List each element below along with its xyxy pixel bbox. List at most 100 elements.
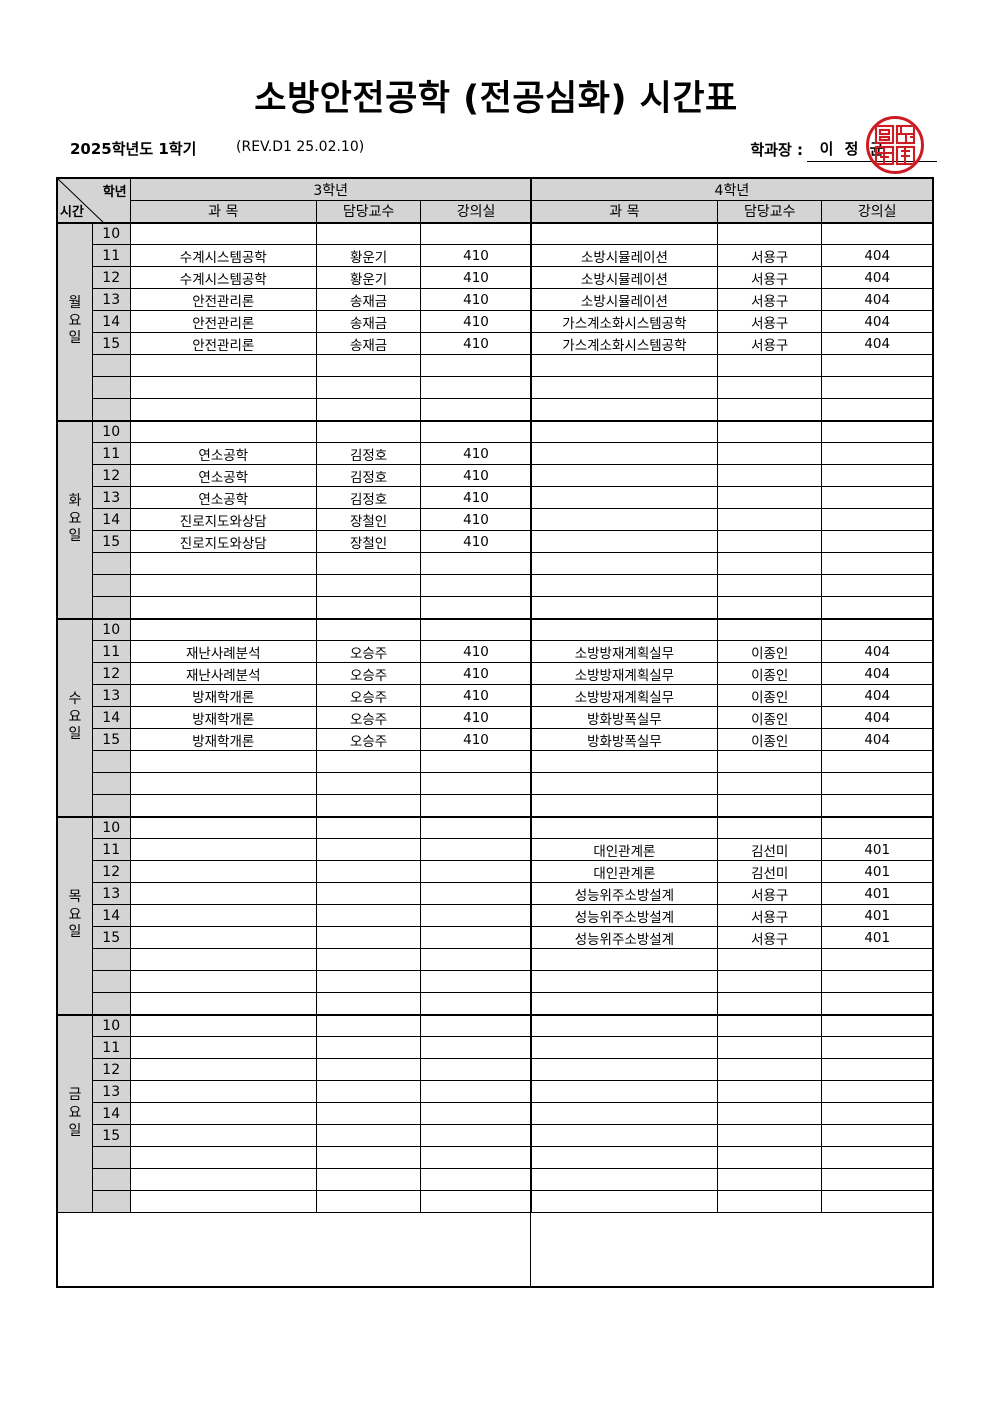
grade3-subject-cell[interactable]: [129, 398, 317, 421]
grade4-room-cell[interactable]: [821, 617, 933, 641]
grade3-subject-cell[interactable]: [129, 221, 317, 245]
grade3-room-cell[interactable]: 410: [420, 530, 532, 553]
grade3-professor-cell[interactable]: [315, 419, 422, 443]
grade4-professor-cell[interactable]: [717, 376, 823, 399]
grade3-professor-cell[interactable]: [315, 948, 422, 971]
grade4-subject-cell[interactable]: 방화방폭실무: [530, 728, 719, 751]
grade3-subject-cell[interactable]: 방재학개론: [129, 684, 317, 707]
grade4-subject-cell[interactable]: [530, 617, 719, 641]
grade4-room-cell[interactable]: [821, 552, 933, 575]
grade4-professor-cell[interactable]: 서용구: [717, 904, 823, 927]
grade3-subject-cell[interactable]: 수계시스템공학: [129, 244, 317, 267]
grade4-room-cell[interactable]: [821, 1102, 933, 1125]
grade4-professor-cell[interactable]: [717, 221, 823, 245]
grade4-subject-cell[interactable]: 가스계소화시스템공학: [530, 332, 719, 355]
grade4-professor-cell[interactable]: [717, 508, 823, 531]
grade4-subject-cell[interactable]: [530, 794, 719, 817]
grade3-subject-cell[interactable]: [129, 1190, 317, 1213]
grade3-room-cell[interactable]: 410: [420, 728, 532, 751]
grade4-subject-cell[interactable]: [530, 1036, 719, 1059]
grade3-professor-cell[interactable]: [315, 574, 422, 597]
grade4-professor-cell[interactable]: 김선미: [717, 860, 823, 883]
grade3-room-cell[interactable]: [420, 860, 532, 883]
grade3-professor-cell[interactable]: [315, 376, 422, 399]
grade3-room-cell[interactable]: 410: [420, 464, 532, 487]
grade3-room-cell[interactable]: [420, 926, 532, 949]
grade3-room-cell[interactable]: [420, 1080, 532, 1103]
grade4-subject-cell[interactable]: 가스계소화시스템공학: [530, 310, 719, 333]
grade4-subject-cell[interactable]: 성능위주소방설계: [530, 882, 719, 905]
grade4-room-cell[interactable]: 404: [821, 244, 933, 267]
grade4-professor-cell[interactable]: [717, 970, 823, 993]
grade3-professor-cell[interactable]: 황운기: [315, 266, 422, 289]
grade4-subject-cell[interactable]: [530, 442, 719, 465]
grade3-subject-cell[interactable]: [129, 1102, 317, 1125]
grade4-room-cell[interactable]: [821, 442, 933, 465]
grade3-subject-cell[interactable]: [129, 376, 317, 399]
grade4-subject-cell[interactable]: 소방시뮬레이션: [530, 288, 719, 311]
grade4-professor-cell[interactable]: 이종인: [717, 728, 823, 751]
grade3-professor-cell[interactable]: 김정호: [315, 486, 422, 509]
grade4-professor-cell[interactable]: [717, 419, 823, 443]
grade4-room-cell[interactable]: [821, 574, 933, 597]
grade4-room-cell[interactable]: 401: [821, 860, 933, 883]
grade3-subject-cell[interactable]: [129, 926, 317, 949]
grade3-professor-cell[interactable]: 오승주: [315, 662, 422, 685]
grade3-subject-cell[interactable]: [129, 617, 317, 641]
grade4-professor-cell[interactable]: [717, 1013, 823, 1037]
grade3-room-cell[interactable]: [420, 354, 532, 377]
grade3-room-cell[interactable]: 410: [420, 288, 532, 311]
grade3-room-cell[interactable]: [420, 970, 532, 993]
grade3-room-cell[interactable]: 410: [420, 310, 532, 333]
grade3-subject-cell[interactable]: 연소공학: [129, 464, 317, 487]
grade3-professor-cell[interactable]: [315, 926, 422, 949]
grade3-subject-cell[interactable]: 방재학개론: [129, 728, 317, 751]
grade4-subject-cell[interactable]: [530, 1168, 719, 1191]
grade3-room-cell[interactable]: [420, 1102, 532, 1125]
grade4-room-cell[interactable]: [821, 1146, 933, 1169]
grade3-subject-cell[interactable]: 연소공학: [129, 486, 317, 509]
grade3-subject-cell[interactable]: 수계시스템공학: [129, 266, 317, 289]
grade4-subject-cell[interactable]: [530, 419, 719, 443]
grade3-professor-cell[interactable]: 김정호: [315, 442, 422, 465]
grade4-professor-cell[interactable]: [717, 442, 823, 465]
grade3-professor-cell[interactable]: 장철인: [315, 530, 422, 553]
grade4-professor-cell[interactable]: [717, 486, 823, 509]
grade3-subject-cell[interactable]: 안전관리론: [129, 288, 317, 311]
grade3-professor-cell[interactable]: 오승주: [315, 706, 422, 729]
grade3-subject-cell[interactable]: 안전관리론: [129, 310, 317, 333]
grade3-room-cell[interactable]: [420, 1168, 532, 1191]
grade4-room-cell[interactable]: [821, 948, 933, 971]
grade3-subject-cell[interactable]: 진로지도와상담: [129, 508, 317, 531]
grade3-room-cell[interactable]: 410: [420, 244, 532, 267]
grade3-subject-cell[interactable]: [129, 948, 317, 971]
grade4-subject-cell[interactable]: [530, 464, 719, 487]
grade3-professor-cell[interactable]: [315, 750, 422, 773]
grade3-room-cell[interactable]: 410: [420, 640, 532, 663]
grade3-professor-cell[interactable]: 오승주: [315, 684, 422, 707]
grade4-professor-cell[interactable]: [717, 750, 823, 773]
grade3-room-cell[interactable]: 410: [420, 662, 532, 685]
grade3-room-cell[interactable]: [420, 1036, 532, 1059]
grade4-professor-cell[interactable]: [717, 772, 823, 795]
grade3-room-cell[interactable]: [420, 221, 532, 245]
grade3-room-cell[interactable]: [420, 419, 532, 443]
grade4-professor-cell[interactable]: 서용구: [717, 244, 823, 267]
grade3-subject-cell[interactable]: [129, 904, 317, 927]
grade3-room-cell[interactable]: 410: [420, 684, 532, 707]
grade3-professor-cell[interactable]: 오승주: [315, 640, 422, 663]
grade3-room-cell[interactable]: 410: [420, 442, 532, 465]
grade3-room-cell[interactable]: [420, 596, 532, 619]
grade4-professor-cell[interactable]: [717, 464, 823, 487]
grade3-room-cell[interactable]: [420, 992, 532, 1015]
grade4-professor-cell[interactable]: [717, 354, 823, 377]
grade3-professor-cell[interactable]: [315, 1124, 422, 1147]
grade3-subject-cell[interactable]: [129, 574, 317, 597]
grade4-room-cell[interactable]: [821, 486, 933, 509]
grade4-subject-cell[interactable]: [530, 1190, 719, 1213]
grade4-subject-cell[interactable]: 성능위주소방설계: [530, 926, 719, 949]
grade4-professor-cell[interactable]: [717, 1190, 823, 1213]
grade3-subject-cell[interactable]: [129, 970, 317, 993]
grade3-room-cell[interactable]: [420, 574, 532, 597]
grade4-professor-cell[interactable]: [717, 992, 823, 1015]
